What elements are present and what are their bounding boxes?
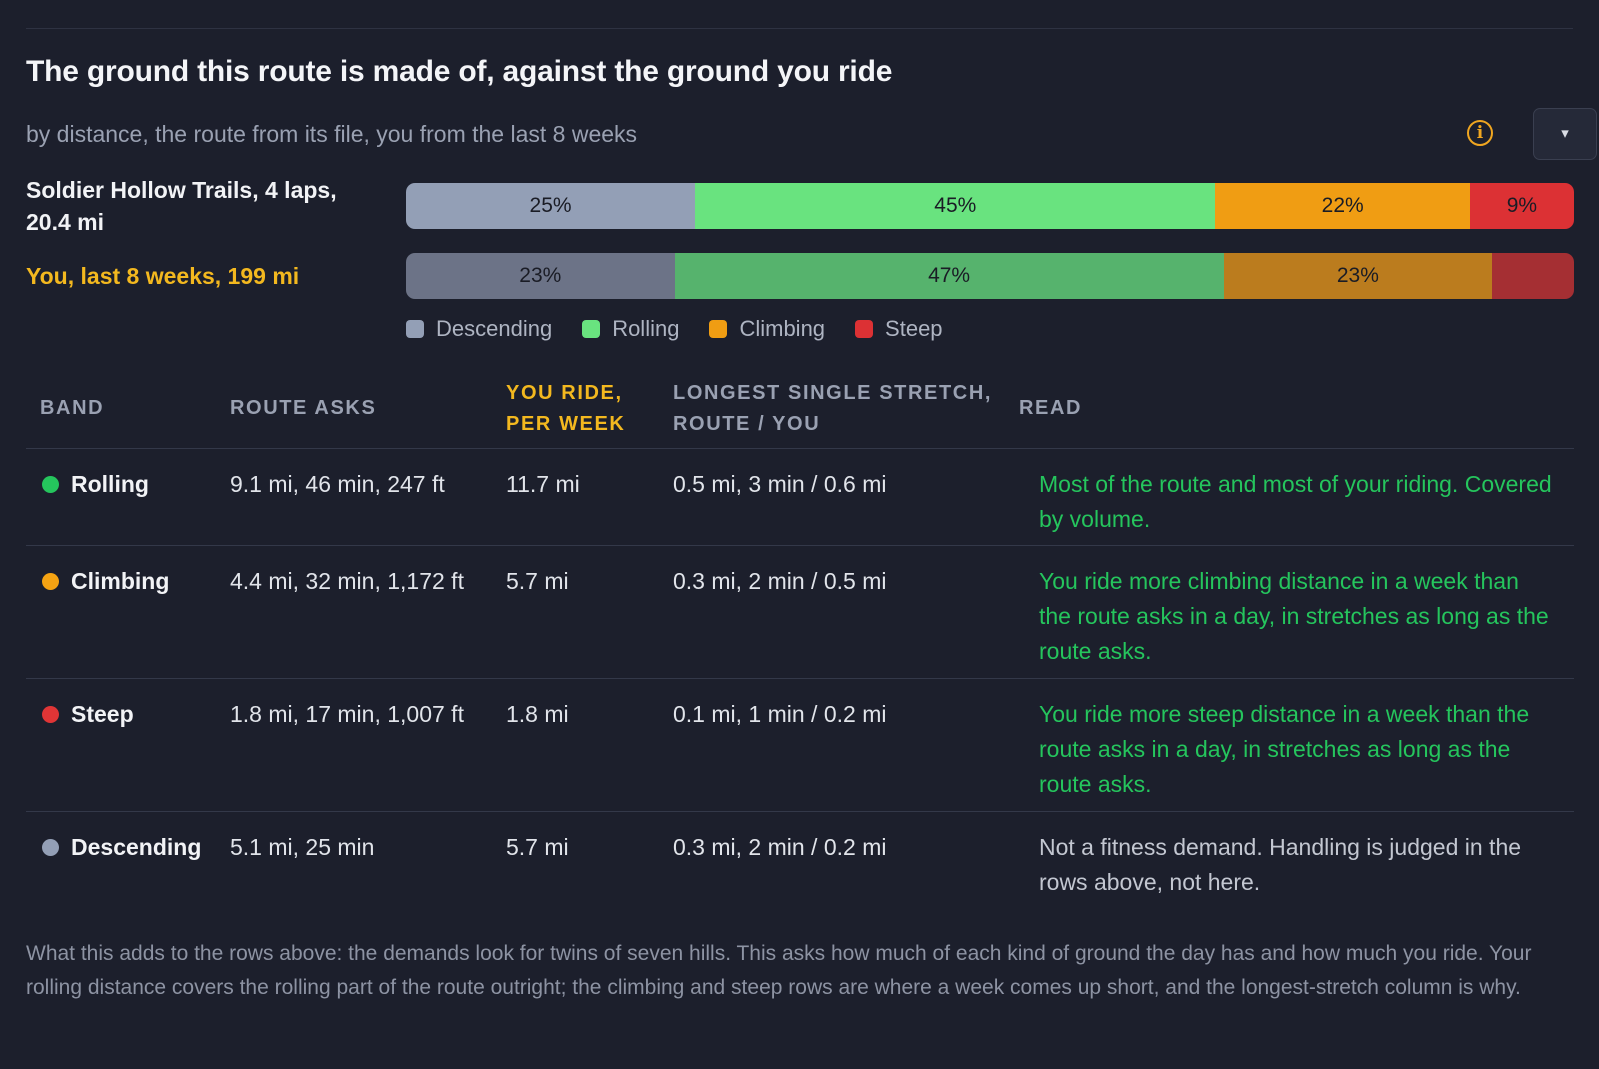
legend-item-climbing: Climbing [709, 316, 825, 342]
longest-stretch-cell: 0.3 mi, 2 min / 0.2 mi [673, 834, 887, 860]
table-row-steep: Steep 1.8 mi, 17 min, 1,007 ft 1.8 mi 0.… [26, 679, 1574, 812]
legend-swatch [406, 320, 424, 338]
header-read: READ [1019, 397, 1083, 419]
route-asks-cell: 1.8 mi, 17 min, 1,007 ft [230, 701, 464, 727]
route-asks-cell: 9.1 mi, 46 min, 247 ft [230, 471, 445, 497]
rolling-dot-icon [42, 476, 59, 493]
header-you-ride-line2: PER WEEK [506, 413, 626, 435]
route-segment-steep: 9% [1469, 183, 1574, 229]
route-segment-climbing: 22% [1215, 183, 1470, 229]
you-segment-rolling: 47% [674, 253, 1224, 299]
legend-label: Rolling [612, 316, 680, 341]
header-you-ride: YOU RIDE, PER WEEK [506, 378, 625, 440]
table-row-rolling: Rolling 9.1 mi, 46 min, 247 ft 11.7 mi 0… [26, 449, 1574, 546]
route-composition-bar: 25% 45% 22% 9% [406, 183, 1574, 229]
header-you-ride-line1: YOU RIDE, [506, 382, 623, 404]
header-route-asks: ROUTE ASKS [230, 397, 377, 419]
you-bar-label: You, last 8 weeks, 199 mi [26, 263, 300, 289]
legend-label: Steep [885, 316, 943, 341]
route-bar-label: Soldier Hollow Trails, 4 laps, 20.4 mi [26, 177, 337, 235]
you-composition-bar: 23% 47% 23% [406, 253, 1574, 299]
steep-dot-icon [42, 706, 59, 723]
you-segment-climbing: 23% [1223, 253, 1493, 299]
collapse-dropdown-button[interactable]: ▾ [1533, 108, 1597, 160]
table-row-climbing: Climbing 4.4 mi, 32 min, 1,172 ft 5.7 mi… [26, 546, 1574, 679]
read-cell: You ride more steep distance in a week t… [1039, 701, 1530, 797]
route-segment-rolling: 45% [695, 183, 1216, 229]
legend-label: Descending [436, 316, 553, 341]
header-longest-line1: LONGEST SINGLE STRETCH, [673, 382, 993, 404]
longest-stretch-cell: 0.5 mi, 3 min / 0.6 mi [673, 471, 887, 497]
chevron-down-icon: ▾ [1561, 125, 1569, 142]
table-header: BAND ROUTE ASKS YOU RIDE, PER WEEK LONGE… [26, 370, 1574, 449]
band-name: Steep [71, 701, 134, 727]
legend-label: Climbing [739, 316, 826, 341]
legend-item-descending: Descending [406, 316, 552, 342]
longest-stretch-cell: 0.3 mi, 2 min / 0.5 mi [673, 568, 887, 594]
route-segment-descending: 25% [406, 183, 696, 229]
chart-legend: Descending Rolling Climbing Steep [406, 316, 973, 342]
band-name: Climbing [71, 568, 170, 594]
band-cell: Rolling [42, 467, 149, 502]
header-longest-line2: ROUTE / YOU [673, 413, 821, 435]
read-cell: Most of the route and most of your ridin… [1039, 471, 1552, 532]
header-longest-stretch: LONGEST SINGLE STRETCH, ROUTE / YOU [673, 378, 992, 440]
you-ride-cell: 5.7 mi [506, 568, 569, 594]
band-cell: Steep [42, 697, 134, 732]
you-segment-steep [1492, 253, 1574, 299]
legend-swatch [709, 320, 728, 338]
read-cell: You ride more climbing distance in a wee… [1039, 568, 1549, 664]
header-band: BAND [40, 397, 105, 419]
you-ride-cell: 1.8 mi [506, 701, 569, 727]
band-cell: Climbing [42, 564, 169, 599]
descending-dot-icon [42, 839, 59, 856]
bands-table: BAND ROUTE ASKS YOU RIDE, PER WEEK LONGE… [26, 370, 1574, 912]
read-cell: Not a fitness demand. Handling is judged… [1039, 834, 1522, 895]
you-ride-cell: 5.7 mi [506, 834, 569, 860]
band-cell: Descending [42, 830, 201, 865]
you-segment-descending: 23% [406, 253, 675, 299]
page-subtitle: by distance, the route from its file, yo… [26, 121, 638, 147]
longest-stretch-cell: 0.1 mi, 1 min / 0.2 mi [673, 701, 887, 727]
table-row-descending: Descending 5.1 mi, 25 min 5.7 mi 0.3 mi,… [26, 812, 1574, 912]
legend-swatch [582, 320, 601, 338]
climbing-dot-icon [42, 573, 59, 590]
legend-item-rolling: Rolling [582, 316, 679, 342]
footer-note: What this adds to the rows above: the de… [26, 942, 1532, 999]
band-name: Descending [71, 834, 202, 860]
top-divider [26, 28, 1573, 29]
you-ride-cell: 11.7 mi [506, 471, 580, 497]
info-icon[interactable]: i [1467, 120, 1493, 146]
route-asks-cell: 4.4 mi, 32 min, 1,172 ft [230, 568, 464, 594]
page-title: The ground this route is made of, agains… [26, 55, 893, 88]
band-name: Rolling [71, 471, 149, 497]
route-asks-cell: 5.1 mi, 25 min [230, 834, 375, 860]
legend-item-steep: Steep [855, 316, 943, 342]
legend-swatch [855, 320, 874, 338]
